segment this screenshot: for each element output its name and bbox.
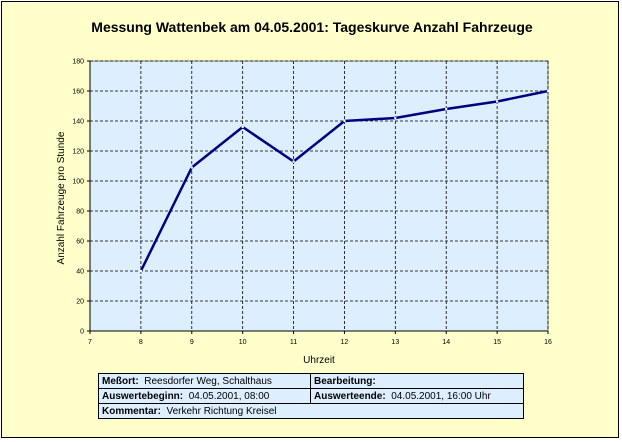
x-tick-label: 13 — [391, 339, 399, 346]
x-tick-label: 12 — [341, 339, 349, 346]
info-table: Meßort: Reesdorfer Weg, Schalthaus Bearb… — [98, 373, 524, 419]
messort-label: Meßort: — [102, 375, 139, 387]
x-tick-label: 11 — [290, 339, 297, 346]
data-point — [292, 160, 295, 163]
data-point — [495, 100, 499, 103]
x-tick-label: 16 — [544, 339, 552, 346]
y-tick-label: 160 — [72, 89, 84, 96]
x-tick-label: 10 — [239, 339, 247, 346]
bearbeitung-cell: Bearbeitung: — [310, 373, 524, 389]
kommentar-cell: Kommentar: Verkehr Richtung Kreisel — [98, 403, 524, 419]
x-tick-label: 7 — [88, 339, 92, 346]
bearbeitung-label: Bearbeitung: — [314, 375, 376, 387]
x-tick-label: 9 — [190, 339, 194, 346]
data-point — [343, 119, 346, 123]
data-point — [241, 125, 244, 129]
y-tick-label: 0 — [80, 329, 84, 336]
data-point — [546, 89, 550, 93]
info-row-3: Kommentar: Verkehr Richtung Kreisel — [98, 403, 524, 419]
x-tick-label: 14 — [442, 339, 450, 346]
y-tick-label: 180 — [72, 59, 84, 66]
y-tick-label: 120 — [72, 149, 84, 156]
auswertebeginn-cell: Auswertebeginn: 04.05.2001, 08:00 — [98, 388, 311, 404]
auswerteende-label: Auswerteende: — [314, 390, 386, 402]
plot-area — [89, 60, 549, 332]
messort-value: Reesdorfer Weg, Schalthaus — [144, 375, 272, 387]
chart-title: Messung Wattenbek am 04.05.2001: Tagesku… — [91, 19, 533, 35]
auswerteende-cell: Auswerteende: 04.05.2001, 16:00 Uhr — [310, 388, 524, 404]
data-point — [394, 116, 397, 120]
data-point — [139, 269, 143, 273]
data-point — [445, 107, 448, 111]
kommentar-value: Verkehr Richtung Kreisel — [166, 405, 277, 417]
x-axis-title: Uhrzeit — [303, 355, 335, 366]
x-tick-label: 8 — [139, 339, 143, 346]
auswertebeginn-label: Auswertebeginn: — [102, 390, 184, 402]
y-tick-label: 140 — [72, 119, 84, 126]
y-tick-label: 80 — [76, 209, 84, 216]
data-point — [190, 166, 193, 169]
y-axis-title: Anzahl Fahrzeuge pro Stunde — [56, 131, 67, 264]
x-tick-label: 15 — [493, 339, 501, 346]
info-row-1: Meßort: Reesdorfer Weg, Schalthaus Bearb… — [98, 373, 524, 389]
auswertebeginn-value: 04.05.2001, 08:00 — [188, 390, 270, 402]
y-tick-label: 60 — [76, 239, 84, 246]
y-tick-label: 100 — [72, 179, 84, 186]
y-tick-label: 20 — [76, 299, 84, 306]
y-tick-label: 40 — [76, 269, 84, 276]
info-row-2: Auswertebeginn: 04.05.2001, 08:00 Auswer… — [98, 388, 524, 404]
messort-cell: Meßort: Reesdorfer Weg, Schalthaus — [98, 373, 311, 389]
kommentar-label: Kommentar: — [102, 405, 161, 417]
auswerteende-value: 04.05.2001, 16:00 Uhr — [391, 390, 491, 402]
